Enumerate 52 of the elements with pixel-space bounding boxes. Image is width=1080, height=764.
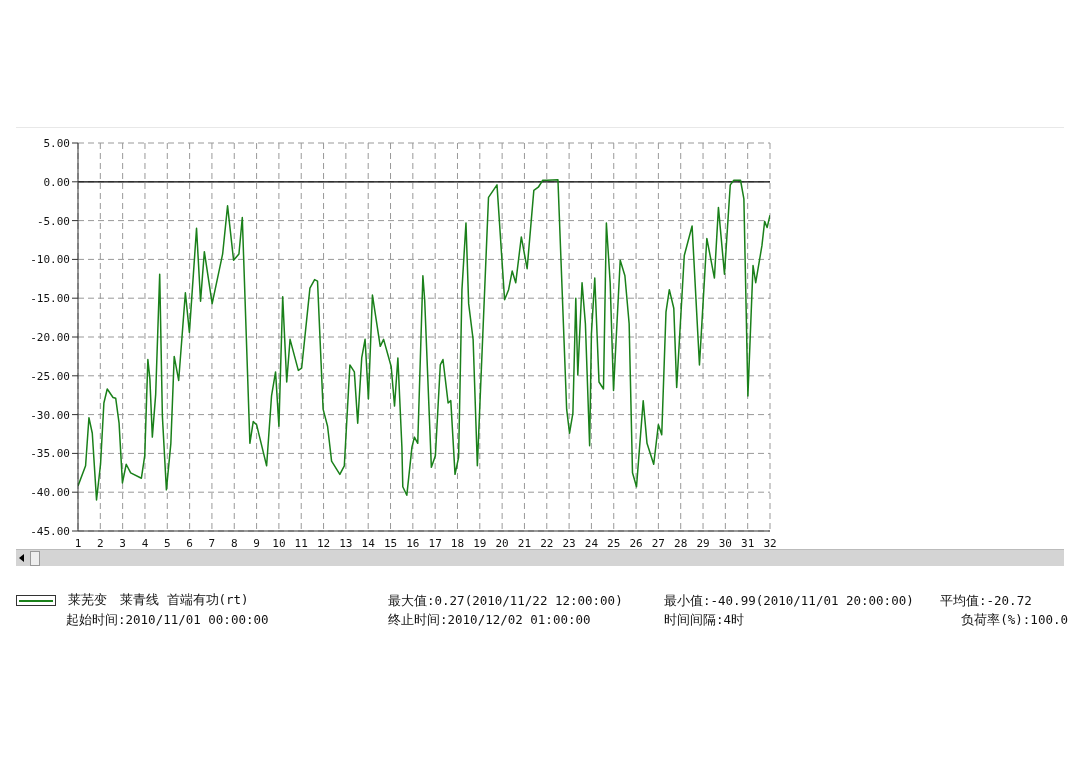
- y-tick-label: -15.00: [30, 292, 70, 306]
- x-tick-label: 1: [74, 536, 82, 550]
- text: 负荷率(%):100.0: [961, 612, 1068, 629]
- y-tick-label: -5.00: [36, 214, 70, 228]
- x-tick-label: 11: [294, 536, 308, 550]
- line-series: [78, 178, 770, 501]
- x-tick-label: 8: [230, 536, 238, 550]
- text: 终止时间:2010/12/02 01:00:00: [388, 612, 591, 629]
- x-tick-label: 23: [562, 536, 576, 550]
- x-tick-label: 21: [517, 536, 532, 550]
- x-tick-label: 10: [272, 536, 286, 550]
- y-tick-label: -10.00: [30, 253, 70, 267]
- y-tick-label: -30.00: [30, 408, 70, 422]
- y-tick-label: -40.00: [30, 486, 70, 500]
- y-tick-label: -20.00: [30, 330, 70, 344]
- x-tick-label: 12: [316, 536, 331, 550]
- x-tick-label: 19: [473, 536, 487, 550]
- x-tick-label: 6: [186, 536, 193, 550]
- y-tick-label: -45.00: [30, 524, 70, 538]
- x-tick-label: 5: [163, 536, 171, 550]
- x-tick-label: 27: [651, 536, 666, 550]
- x-tick-label: 17: [428, 536, 442, 550]
- x-tick-label: 30: [718, 536, 732, 550]
- x-tick-label: 26: [629, 536, 643, 550]
- x-tick-label: 20: [495, 536, 509, 550]
- text: 起始时间:2010/11/01 00:00:00: [66, 612, 269, 629]
- text: 最小值:-40.99(2010/11/01 20:00:00): [664, 593, 914, 610]
- x-tick-label: 13: [339, 536, 353, 550]
- text: 时间间隔:4时: [664, 612, 745, 629]
- y-tick-label: -35.00: [30, 447, 70, 461]
- x-tick-label: 2: [97, 536, 104, 550]
- text: 平均值:-20.72: [940, 593, 1032, 610]
- x-tick-label: 28: [674, 536, 688, 550]
- x-tick-label: 31: [741, 536, 755, 550]
- x-tick-label: 7: [208, 536, 216, 550]
- x-tick-label: 14: [361, 536, 376, 550]
- text: 最大值:0.27(2010/11/22 12:00:00): [388, 593, 623, 610]
- x-tick-label: 4: [141, 536, 149, 550]
- y-tick-label: 5.00: [43, 136, 70, 150]
- x-tick-label: 9: [253, 536, 260, 550]
- x-tick-label: 3: [119, 536, 126, 550]
- x-tick-label: 15: [383, 536, 398, 550]
- y-tick-label: 0.00: [43, 175, 70, 189]
- y-tick-label: -25.00: [30, 369, 70, 383]
- x-tick-label: 22: [540, 536, 554, 550]
- x-tick-label: 16: [406, 536, 420, 550]
- x-tick-label: 18: [450, 536, 465, 550]
- x-tick-label: 32: [763, 536, 777, 550]
- x-tick-label: 24: [584, 536, 599, 550]
- x-tick-label: 25: [607, 536, 621, 550]
- x-tick-label: 29: [696, 536, 710, 550]
- legend-label: 莱芜变 莱青线 首端有功(rt): [68, 592, 249, 609]
